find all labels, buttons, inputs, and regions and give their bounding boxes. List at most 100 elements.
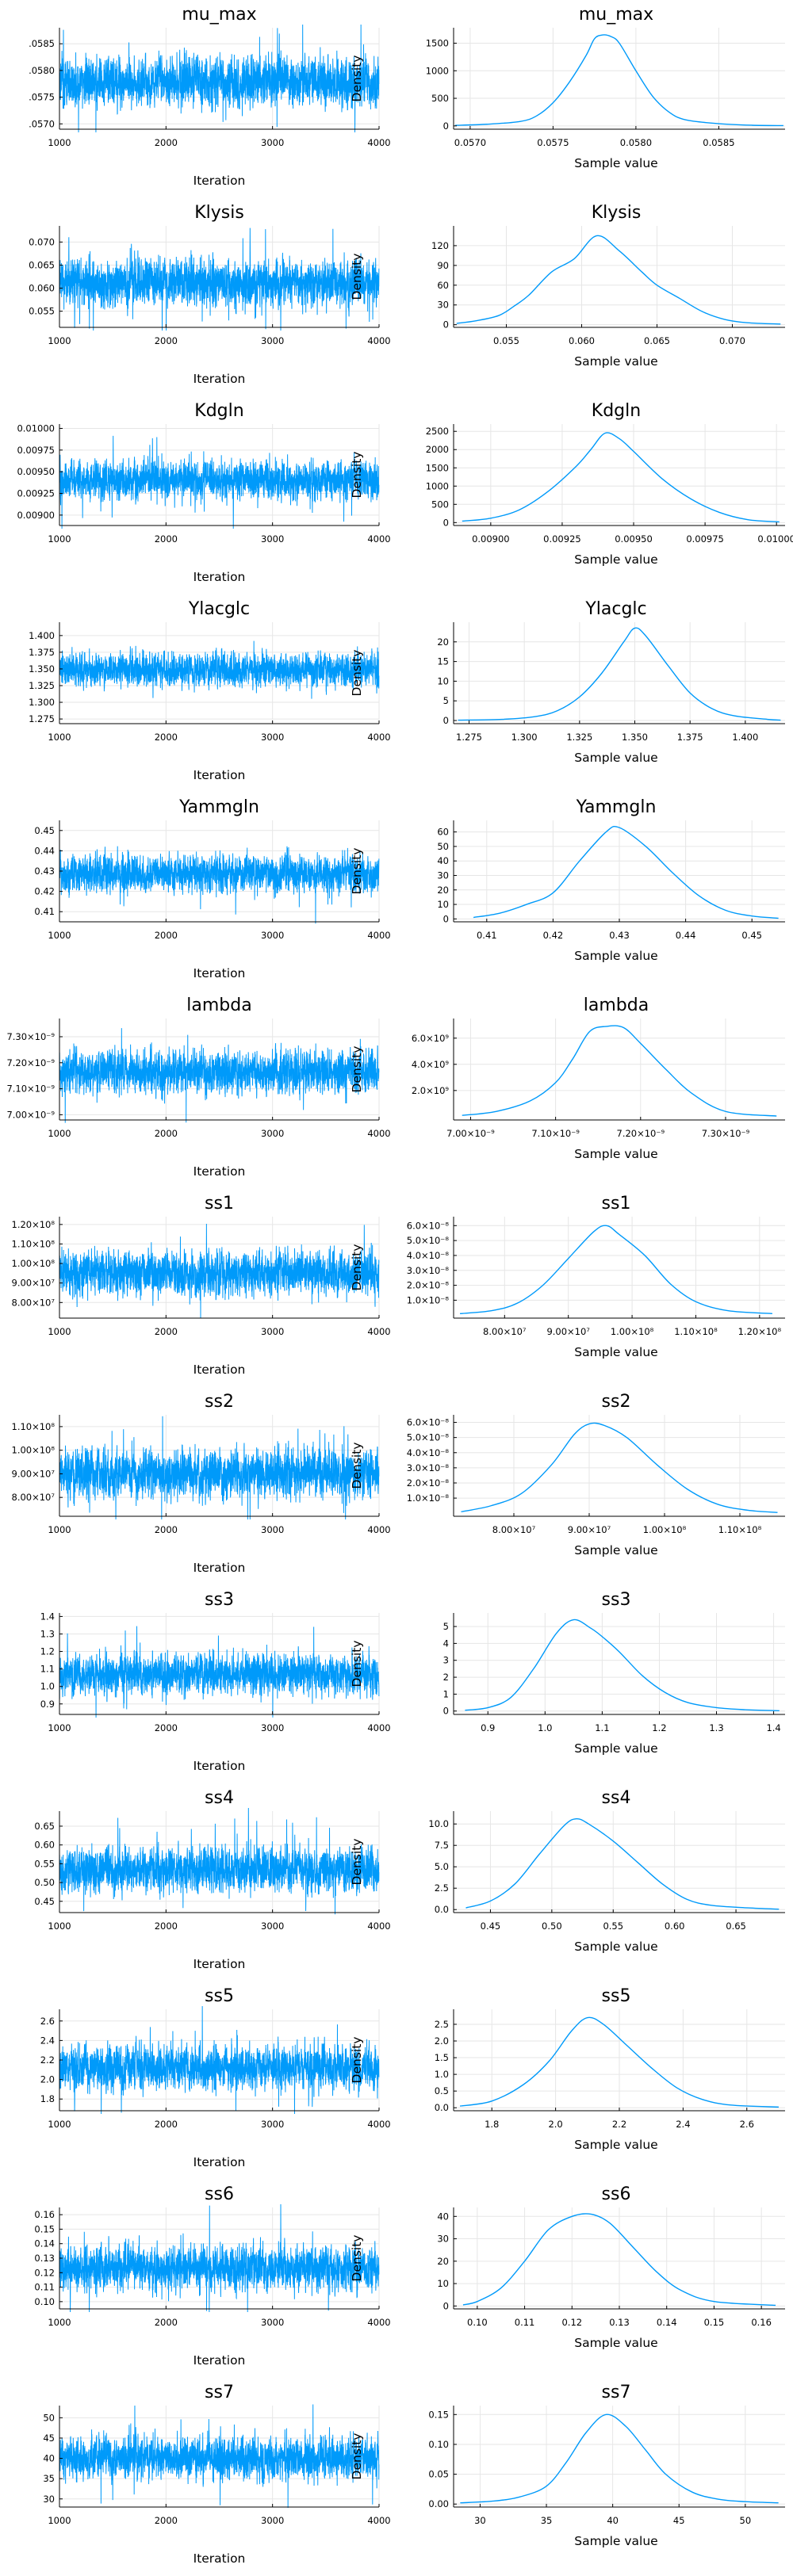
y-tick-label: 0 xyxy=(443,517,449,528)
x-tick-label: 7.30×10⁻⁹ xyxy=(702,1128,750,1139)
density-curve xyxy=(460,2414,779,2504)
x-tick-label: 0.11 xyxy=(515,2317,535,2328)
x-tick-label: 2000 xyxy=(155,2119,178,2130)
x-tick-label: 1000 xyxy=(48,1921,71,1932)
y-tick-label: 7.00×10⁻⁹ xyxy=(6,1109,55,1120)
y-tick-label: 0.00 xyxy=(428,2498,449,2509)
x-axis-label: Iteration xyxy=(193,2155,246,2169)
y-tick-label: 5.0×10⁻⁸ xyxy=(407,1432,450,1443)
x-tick-label: 0.55 xyxy=(603,1921,623,1932)
y-tick-label: 20 xyxy=(437,885,449,896)
x-tick-label: 1000 xyxy=(48,1524,71,1535)
density-plot-ss7: 30 35 40 45 50 0.00 0.05 0.10 0.15 ss7 Sample valu… xyxy=(350,2383,785,2548)
x-axis-label: Iteration xyxy=(193,1759,246,1773)
y-tick-label: 0.15 xyxy=(34,2223,55,2234)
y-tick-label: 2.4 xyxy=(40,2035,55,2046)
y-tick-label: 40 xyxy=(43,2453,55,2464)
trace-plot-title: ss6 xyxy=(205,2184,234,2204)
y-tick-label: 0.14 xyxy=(34,2238,55,2249)
x-tick-label: 3000 xyxy=(261,1524,284,1535)
density-plot-title: ss7 xyxy=(602,2383,631,2402)
trace-plot-ss4: 1000 2000 3000 4000 0.65 0.60 0.55 0.50 0.45 ss4 I… xyxy=(34,1788,390,1971)
x-tick-label: 1000 xyxy=(48,732,71,743)
y-tick-label: 1.5 xyxy=(435,2052,449,2063)
x-tick-label: 2000 xyxy=(155,1326,178,1337)
x-tick-label: 4000 xyxy=(367,732,390,743)
x-tick-label: 1.2 xyxy=(652,1722,666,1733)
density-curve xyxy=(461,1422,778,1513)
trace-plot-title: ss4 xyxy=(205,1788,234,1808)
x-axis-label: Sample value xyxy=(574,354,657,369)
y-axis-label: Density xyxy=(350,452,364,499)
y-tick-label: 5 xyxy=(443,695,449,706)
x-tick-label: 4000 xyxy=(367,533,390,545)
y-tick-label: 0.45 xyxy=(34,825,55,836)
trace-plot-title: ss1 xyxy=(205,1194,234,1213)
density-plot-Ylacglc: 1.275 1.300 1.325 1.350 1.375 1.400 0 5 10 15 20 Yl… xyxy=(350,599,785,765)
x-tick-label: 7.00×10⁻⁹ xyxy=(446,1128,495,1139)
y-tick-label: 1.4 xyxy=(40,1611,55,1622)
x-tick-label: 3000 xyxy=(261,1326,284,1337)
y-tick-label: 0 xyxy=(443,2300,449,2311)
x-tick-label: 0.9 xyxy=(481,1722,495,1733)
x-axis-label: Iteration xyxy=(193,372,246,386)
density-curve xyxy=(462,432,780,523)
y-tick-label: 1.2 xyxy=(40,1646,55,1657)
x-tick-label: 40 xyxy=(607,2515,619,2526)
x-axis-label: Iteration xyxy=(193,570,246,584)
x-tick-label: 9.00×10⁷ xyxy=(568,1524,611,1535)
x-tick-label: 3000 xyxy=(261,2317,284,2328)
y-tick-label: 1.8 xyxy=(40,2093,55,2104)
y-tick-label: 1.0×10⁻⁸ xyxy=(407,1492,450,1504)
trace-plot-ss2: 1000 2000 3000 4000 1.10×10⁸ 1.00×10⁸ 9.00×10⁷… xyxy=(12,1392,391,1575)
x-tick-label: 2000 xyxy=(155,1722,178,1733)
x-tick-label: 0.0575 xyxy=(537,137,569,148)
x-tick-label: 3000 xyxy=(261,1921,284,1932)
y-tick-label: 50 xyxy=(43,2412,55,2423)
y-tick-label: 0.00900 xyxy=(17,510,55,521)
density-plot-title: ss4 xyxy=(602,1788,631,1808)
x-tick-label: 2000 xyxy=(155,930,178,941)
x-tick-label: 1.375 xyxy=(677,732,703,743)
y-tick-label: 0.60 xyxy=(34,1840,55,1851)
x-tick-label: 0.0570 xyxy=(454,137,486,148)
x-tick-label: 4000 xyxy=(367,2317,390,2328)
y-tick-label: .0585 xyxy=(29,38,55,49)
y-tick-label: 2.0 xyxy=(40,2074,55,2085)
x-axis-label: Iteration xyxy=(193,174,246,188)
x-tick-label: 0.45 xyxy=(481,1921,501,1932)
x-tick-label: 8.00×10⁷ xyxy=(483,1326,527,1337)
density-plot-title: Klysis xyxy=(592,203,642,223)
y-tick-label: 0.055 xyxy=(29,306,55,317)
y-tick-label: 1.350 xyxy=(29,663,55,675)
x-tick-label: 2000 xyxy=(155,2317,178,2328)
y-tick-label: 0.10 xyxy=(428,2439,449,2450)
x-tick-label: 0.45 xyxy=(741,930,762,941)
y-tick-label: 1 xyxy=(443,1688,449,1699)
x-tick-label: 0.13 xyxy=(609,2317,630,2328)
x-tick-label: 1.325 xyxy=(566,732,592,743)
density-plot-Klysis: 0.055 0.060 0.065 0.070 0 30 60 90 120 Klysis Samp… xyxy=(350,203,785,369)
y-tick-label: 0.50 xyxy=(34,1877,55,1888)
density-plot-ss4: 0.45 0.50 0.55 0.60 0.65 0.0 2.5 5.0 7.5 10.0 ss4 S… xyxy=(350,1788,785,1954)
x-tick-label: 0.065 xyxy=(644,335,670,346)
y-axis-label: Density xyxy=(350,254,364,300)
trace-series-line xyxy=(59,24,380,133)
x-tick-label: 3000 xyxy=(261,335,284,346)
density-plot-lambda: 7.00×10⁻⁹ 7.10×10⁻⁹ 7.20×10⁻⁹ 7.30×10⁻⁹ 2.0×… xyxy=(350,996,785,1161)
y-tick-label: 30 xyxy=(437,869,449,881)
y-tick-label: 20 xyxy=(437,2256,449,2267)
x-tick-label: 4000 xyxy=(367,1722,390,1733)
trace-plot-title: ss5 xyxy=(205,1986,234,2006)
trace-plot-ss6: 1000 2000 3000 4000 0.16 0.15 0.14 0.13 0.12 0.11… xyxy=(34,2184,390,2368)
y-tick-label: 2.5 xyxy=(435,1882,449,1894)
x-axis-label: Sample value xyxy=(574,156,657,170)
y-tick-label: 0.12 xyxy=(34,2267,55,2278)
trace-plot-lambda: 1000 2000 3000 4000 7.30×10⁻⁹ 7.20×10⁻⁹ 7.10×1… xyxy=(6,996,390,1179)
x-axis-label: Sample value xyxy=(574,2138,657,2152)
y-tick-label: 0.13 xyxy=(34,2253,55,2264)
x-tick-label: 1.00×10⁸ xyxy=(643,1524,687,1535)
x-tick-label: 1.350 xyxy=(622,732,648,743)
y-tick-label: 0.00950 xyxy=(17,466,55,477)
